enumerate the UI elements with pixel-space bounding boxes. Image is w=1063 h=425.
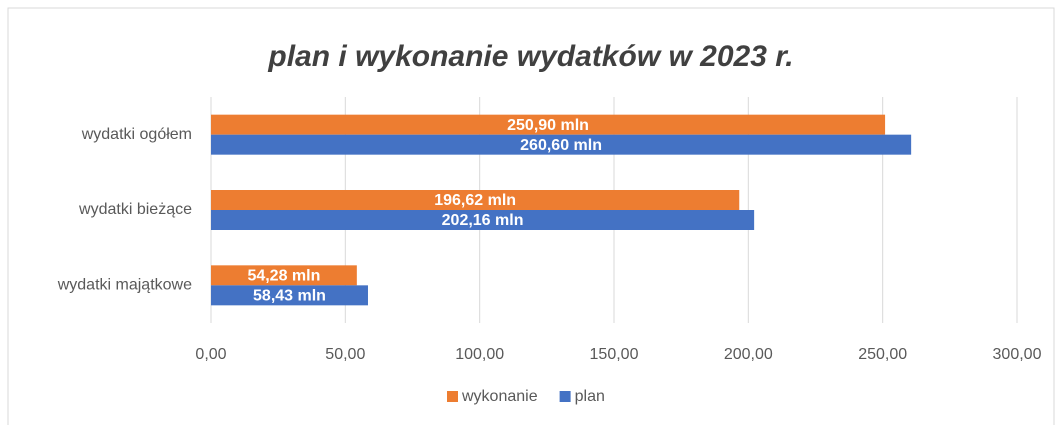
- legend-label: plan: [575, 388, 605, 405]
- x-tick-label: 0,00: [195, 346, 226, 363]
- y-tick-label: wydatki ogółem: [81, 126, 192, 143]
- bar: [211, 285, 368, 306]
- x-tick-label: 300,00: [993, 346, 1042, 363]
- value-label: 196,62 mln: [434, 192, 516, 209]
- bar: [211, 134, 912, 155]
- legend-swatch: [559, 391, 571, 402]
- value-label: 54,28 mln: [247, 268, 320, 285]
- value-label: 250,90 mln: [507, 117, 589, 134]
- x-tick-label: 50,00: [325, 346, 365, 363]
- y-tick-label: wydatki bieżące: [78, 201, 192, 218]
- bar: [211, 265, 357, 286]
- chart-title: plan i wykonanie wydatków w 2023 r.: [267, 40, 793, 73]
- x-tick-label: 100,00: [455, 346, 504, 363]
- bar: [211, 114, 886, 135]
- legend-label: wykonanie: [461, 388, 538, 405]
- y-tick-label: wydatki majątkowe: [57, 277, 192, 294]
- bar: [211, 210, 755, 230]
- value-label: 202,16 mln: [442, 212, 524, 229]
- x-tick-label: 250,00: [858, 346, 907, 363]
- x-tick-label: 200,00: [724, 346, 773, 363]
- value-label: 58,43 mln: [253, 288, 326, 305]
- x-tick-label: 150,00: [590, 346, 639, 363]
- value-label: 260,60 mln: [520, 137, 602, 154]
- bar: [211, 190, 740, 210]
- legend-swatch: [447, 391, 458, 402]
